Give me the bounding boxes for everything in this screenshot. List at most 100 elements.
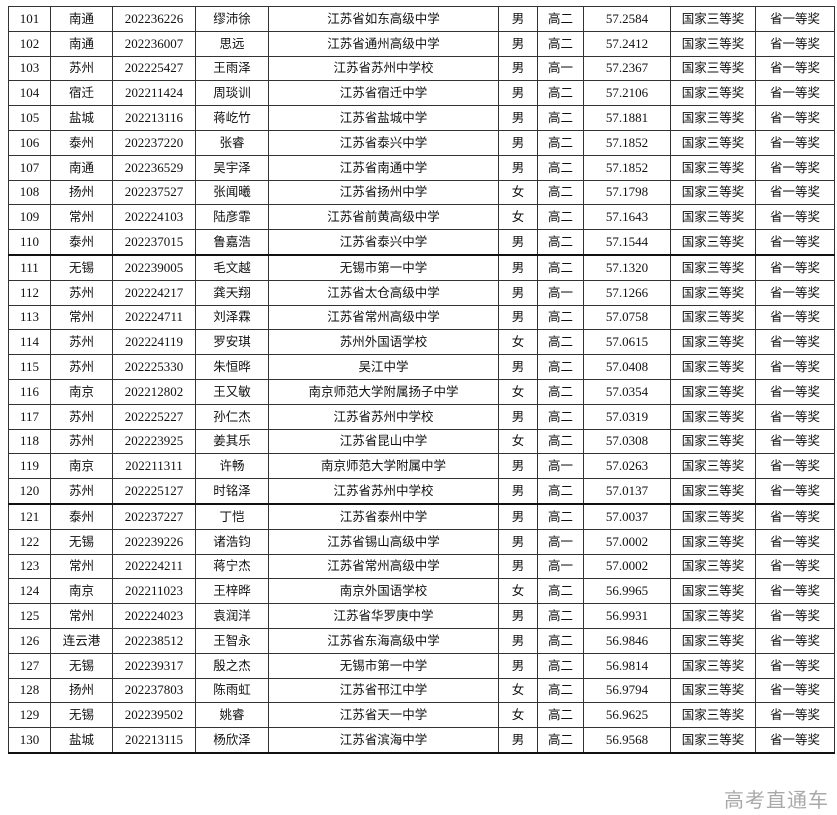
- gender-cell: 女: [498, 702, 538, 729]
- school-cell: 南京外国语学校: [268, 578, 499, 605]
- student-name-cell: 诸浩钧: [195, 528, 269, 555]
- provincial-award-cell: 省一等奖: [755, 453, 835, 480]
- score-cell: 57.1320: [583, 254, 671, 281]
- rank-cell: 101: [8, 6, 51, 32]
- table-row: 110 泰州 202237015 鲁嘉浩 江苏省泰兴中学男高二 57.1544 国家三等奖省…: [8, 229, 835, 256]
- table-row: 122 无锡 202239226 诸浩钧 江苏省锡山高级中学男高一 57.0002 国家三等…: [8, 528, 835, 555]
- student-id-cell: 202239502: [112, 702, 196, 729]
- student-name-cell: 陈雨虹: [195, 677, 269, 704]
- national-award-cell: 国家三等奖: [670, 55, 756, 82]
- gender-cell: 男: [498, 453, 538, 480]
- table-body: 101 南通 202236226 缪沛徐 江苏省如东高级中学男高二 57.2584 国家三等…: [8, 6, 835, 754]
- student-name-cell: 王雨泽: [195, 55, 269, 82]
- rank-cell: 125: [8, 603, 51, 629]
- gender-cell: 男: [498, 30, 538, 57]
- city-cell: 泰州: [50, 503, 113, 530]
- provincial-award-cell: 省一等奖: [755, 329, 835, 356]
- score-cell: 57.0615: [583, 329, 671, 356]
- rank-cell: 112: [8, 279, 51, 306]
- school-cell: 江苏省天一中学: [268, 702, 499, 729]
- table-row: 114 苏州 202224119 罗安琪 苏州外国语学校女高二 57.0615 国家三等奖省…: [8, 329, 835, 356]
- student-name-cell: 罗安琪: [195, 329, 269, 356]
- school-cell: 江苏省前黄高级中学: [268, 204, 499, 231]
- national-award-cell: 国家三等奖: [670, 204, 756, 231]
- provincial-award-cell: 省一等奖: [755, 652, 835, 679]
- rank-cell: 122: [8, 528, 51, 555]
- student-id-cell: 202224023: [112, 603, 196, 629]
- table-row: 115 苏州 202225330 朱恒晔 吴江中学男高二 57.0408 国家三等奖 省一等奖: [8, 354, 835, 380]
- national-award-cell: 国家三等奖: [670, 428, 756, 455]
- city-cell: 泰州: [50, 229, 113, 256]
- city-cell: 宿迁: [50, 80, 113, 107]
- student-name-cell: 袁润洋: [195, 603, 269, 629]
- city-cell: 连云港: [50, 627, 113, 654]
- provincial-award-cell: 省一等奖: [755, 378, 835, 405]
- school-cell: 无锡市第一中学: [268, 254, 499, 281]
- provincial-award-cell: 省一等奖: [755, 30, 835, 57]
- provincial-award-cell: 省一等奖: [755, 403, 835, 430]
- table-row: 113 常州 202224711 刘泽霖 江苏省常州高级中学男高二 57.0758 国家三等…: [8, 304, 835, 331]
- table-row: 124 南京 202211023 王梓晔 南京外国语学校女高二 56.9965 国家三等奖省…: [8, 578, 835, 605]
- rank-cell: 107: [8, 154, 51, 181]
- rank-cell: 113: [8, 304, 51, 331]
- table-row: 129 无锡 202239502 姚睿 江苏省天一中学女高二 56.9625 国家三等奖 省一…: [8, 702, 835, 729]
- table-row: 106 泰州 202237220 张睿 江苏省泰兴中学男高二 57.1852 国家三等奖 省一…: [8, 129, 835, 156]
- provincial-award-cell: 省一等奖: [755, 553, 835, 580]
- student-id-cell: 202224103: [112, 204, 196, 231]
- rank-cell: 110: [8, 229, 51, 256]
- student-id-cell: 202225330: [112, 354, 196, 380]
- rank-cell: 111: [8, 254, 51, 281]
- national-award-cell: 国家三等奖: [670, 528, 756, 555]
- provincial-award-cell: 省一等奖: [755, 578, 835, 605]
- student-name-cell: 王又敏: [195, 378, 269, 405]
- student-id-cell: 202237220: [112, 129, 196, 156]
- national-award-cell: 国家三等奖: [670, 30, 756, 57]
- city-cell: 盐城: [50, 727, 113, 754]
- student-id-cell: 202236226: [112, 6, 196, 32]
- national-award-cell: 国家三等奖: [670, 503, 756, 530]
- table-row: 125 常州 202224023 袁润洋 江苏省华罗庚中学男高二 56.9931 国家三等奖…: [8, 603, 835, 629]
- national-award-cell: 国家三等奖: [670, 453, 756, 480]
- table-row: 104 宿迁 202211424 周琰训 江苏省宿迁中学男高二 57.2106 国家三等奖省…: [8, 80, 835, 107]
- table-row: 107 南通 202236529 吴宇泽 江苏省南通中学男高二 57.1852 国家三等奖省…: [8, 154, 835, 181]
- student-name-cell: 张闻曦: [195, 179, 269, 206]
- rank-cell: 105: [8, 105, 51, 131]
- city-cell: 扬州: [50, 677, 113, 704]
- score-cell: 56.9814: [583, 652, 671, 679]
- student-id-cell: 202224119: [112, 329, 196, 356]
- table-row: 127 无锡 202239317 殷之杰 无锡市第一中学男高二 56.9814 国家三等奖省…: [8, 652, 835, 679]
- grade-cell: 高二: [537, 677, 584, 704]
- national-award-cell: 国家三等奖: [670, 627, 756, 654]
- rank-cell: 129: [8, 702, 51, 729]
- school-cell: 吴江中学: [268, 354, 499, 380]
- school-cell: 南京师范大学附属中学: [268, 453, 499, 480]
- student-name-cell: 姚睿: [195, 702, 269, 729]
- score-cell: 56.9965: [583, 578, 671, 605]
- grade-cell: 高二: [537, 254, 584, 281]
- grade-cell: 高二: [537, 727, 584, 754]
- city-cell: 盐城: [50, 105, 113, 131]
- gender-cell: 男: [498, 279, 538, 306]
- student-name-cell: 蒋宁杰: [195, 553, 269, 580]
- student-id-cell: 202223925: [112, 428, 196, 455]
- student-name-cell: 许畅: [195, 453, 269, 480]
- provincial-award-cell: 省一等奖: [755, 154, 835, 181]
- gender-cell: 男: [498, 254, 538, 281]
- school-cell: 南京师范大学附属扬子中学: [268, 378, 499, 405]
- city-cell: 无锡: [50, 652, 113, 679]
- grade-cell: 高一: [537, 279, 584, 306]
- gender-cell: 女: [498, 378, 538, 405]
- provincial-award-cell: 省一等奖: [755, 80, 835, 107]
- score-cell: 57.2106: [583, 80, 671, 107]
- gender-cell: 男: [498, 478, 538, 505]
- city-cell: 无锡: [50, 254, 113, 281]
- school-cell: 江苏省如东高级中学: [268, 6, 499, 32]
- national-award-cell: 国家三等奖: [670, 578, 756, 605]
- grade-cell: 高二: [537, 702, 584, 729]
- school-cell: 江苏省苏州中学校: [268, 403, 499, 430]
- provincial-award-cell: 省一等奖: [755, 528, 835, 555]
- gender-cell: 男: [498, 403, 538, 430]
- school-cell: 江苏省锡山高级中学: [268, 528, 499, 555]
- national-award-cell: 国家三等奖: [670, 478, 756, 505]
- national-award-cell: 国家三等奖: [670, 652, 756, 679]
